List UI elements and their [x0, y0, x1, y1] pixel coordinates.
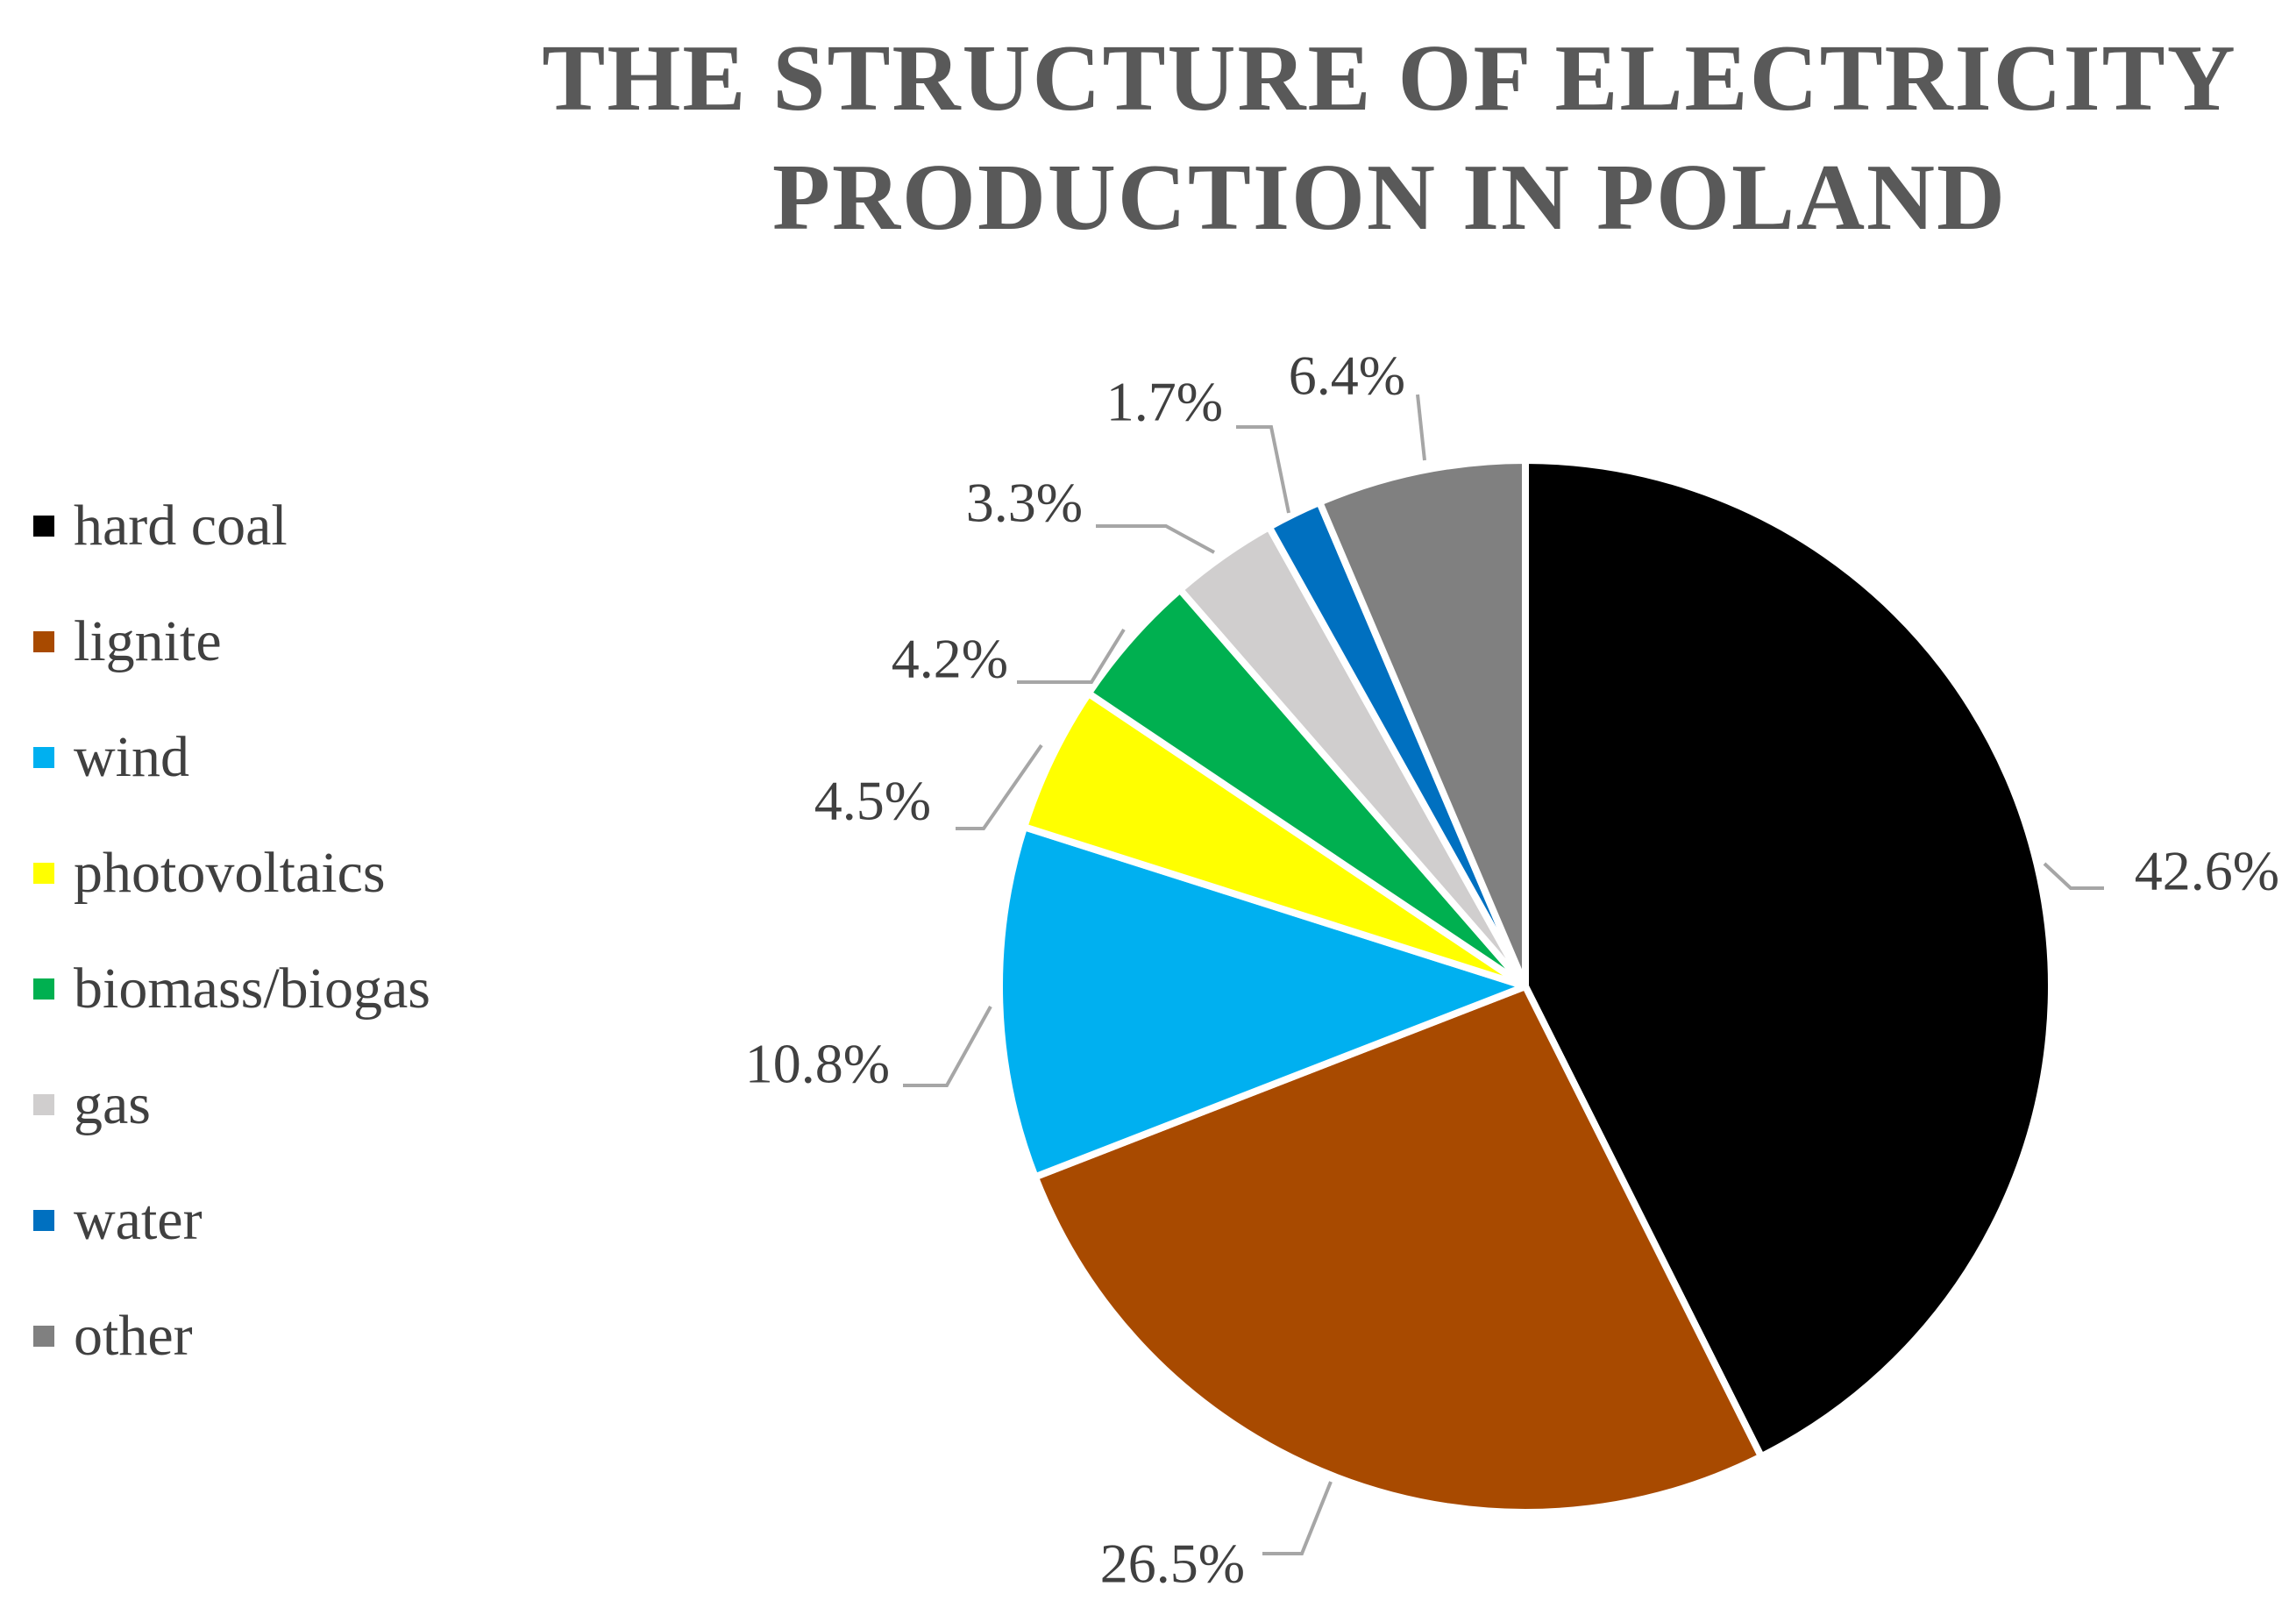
pie-slice-other	[1316, 457, 1529, 990]
legend-item-lignite: lignite	[33, 607, 222, 677]
data-label-hard-coal: 42.6%	[2135, 840, 2279, 902]
pie-slice-wind	[996, 823, 1529, 1181]
data-label-lignite: 26.5%	[1100, 1533, 1245, 1595]
legend-swatch	[33, 1094, 54, 1115]
legend-label: lignite	[74, 609, 222, 673]
legend-item-gas: gas	[33, 1070, 151, 1140]
legend-item-biomass-biogas: biomass/biogas	[33, 954, 430, 1024]
leader-line-water	[1236, 425, 1290, 514]
legend-swatch	[33, 747, 54, 768]
legend-item-wind: wind	[33, 722, 189, 793]
legend-swatch	[33, 1210, 54, 1231]
leader-line-hard-coal	[2043, 862, 2104, 890]
legend-swatch	[33, 1326, 54, 1347]
legend-label: wind	[74, 725, 189, 789]
legend-label: gas	[74, 1072, 151, 1136]
legend-swatch	[33, 516, 54, 537]
leader-line-wind	[903, 1006, 992, 1087]
data-labels: 42.6% 26.5% 10.8% 4.5% 4.2% 3.3% 1.7% 6.4%	[745, 345, 2279, 1595]
leader-line-biomass-biogas	[1017, 628, 1126, 684]
leader-line-photovoltaics	[956, 743, 1043, 830]
legend-label: hard coal	[74, 494, 288, 558]
legend-label: biomass/biogas	[74, 957, 430, 1021]
legend-item-other: other	[33, 1301, 193, 1371]
leader-lines	[903, 394, 2104, 1555]
data-label-wind: 10.8%	[745, 1033, 890, 1095]
legend-label: photovoltaics	[74, 841, 386, 905]
chart-title: THE STRUCTURE OF ELECTRICITY PRODUCTION …	[491, 19, 2288, 258]
data-label-photovoltaics: 4.5%	[814, 770, 931, 832]
data-label-gas: 3.3%	[966, 472, 1083, 534]
legend-swatch	[33, 631, 54, 652]
legend-item-hard-coal: hard coal	[33, 491, 288, 561]
legend-label: other	[74, 1304, 193, 1368]
pie-slice-lignite	[1031, 983, 1766, 1516]
leader-line-other	[1416, 394, 1426, 461]
pie-slice-hard-coal	[1522, 457, 2055, 1461]
data-label-other: 6.4%	[1289, 345, 1405, 407]
chart-title-line-1: THE STRUCTURE OF ELECTRICITY	[542, 26, 2237, 131]
chart-title-line-2: PRODUCTION IN POLAND	[771, 146, 2008, 250]
legend-label: water	[74, 1188, 203, 1252]
data-label-water: 1.7%	[1106, 371, 1223, 433]
leader-line-gas	[1096, 524, 1215, 554]
leader-line-lignite	[1262, 1481, 1333, 1555]
legend-swatch	[33, 978, 54, 1000]
legend-item-photovoltaics: photovoltaics	[33, 838, 386, 908]
legend-swatch	[33, 863, 54, 884]
legend-item-water: water	[33, 1185, 203, 1256]
data-label-biomass-biogas: 4.2%	[892, 628, 1008, 690]
pie-slices	[996, 457, 2055, 1516]
